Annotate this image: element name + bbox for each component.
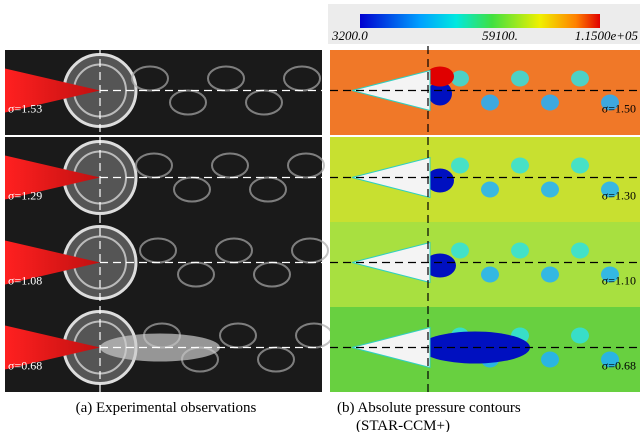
high-pressure: [426, 66, 454, 87]
colorbar-label: 3200.0: [331, 28, 368, 43]
pressure-blob: [541, 351, 559, 368]
caption: (STAR-CCM+): [356, 418, 450, 432]
wedge: [351, 326, 431, 369]
pressure-blob: [511, 242, 529, 259]
pressure-blob: [451, 157, 469, 174]
vortex: [287, 152, 325, 179]
pressure-blob: [571, 242, 589, 259]
sigma-label: σ=1.53: [8, 102, 42, 116]
sigma-label: σ=1.30: [602, 189, 636, 203]
pressure-blob: [601, 266, 619, 283]
pressure-blob: [541, 181, 559, 198]
sigma-label: σ=1.10: [602, 274, 636, 288]
pressure-blob: [541, 94, 559, 111]
sigma-label: σ=1.29: [8, 189, 42, 203]
vortex: [169, 89, 207, 116]
low-pressure: [426, 168, 454, 193]
pressure-blob: [481, 181, 499, 198]
vortex: [131, 65, 169, 92]
pressure-blob: [511, 70, 529, 87]
pressure-blob: [571, 70, 589, 87]
pressure-blob: [541, 266, 559, 283]
cone: [5, 325, 100, 370]
pressure-blob: [571, 327, 589, 344]
pressure-blob: [601, 94, 619, 111]
pressure-blob: [601, 181, 619, 198]
pressure-blob: [451, 242, 469, 259]
wedge: [351, 156, 431, 199]
caption: (a) Experimental observations: [76, 400, 257, 416]
sigma-label: σ=0.68: [8, 359, 42, 373]
vortex: [249, 176, 287, 203]
cone: [5, 155, 100, 200]
colorbar-label: 59100.: [482, 28, 518, 43]
pressure-blob: [481, 94, 499, 111]
pressure-blob: [571, 157, 589, 174]
colorbar: [360, 14, 600, 28]
sigma-label: σ=1.08: [8, 274, 42, 288]
cone: [5, 68, 100, 113]
pressure-blob: [511, 157, 529, 174]
colorbar-label: 1.1500e+05: [575, 28, 639, 43]
wedge: [351, 69, 431, 112]
vortex: [207, 65, 245, 92]
pressure-blob: [481, 266, 499, 283]
wedge: [351, 241, 431, 284]
sigma-label: σ=0.68: [602, 359, 636, 373]
panels: σ=1.53 σ=1.50 σ=1.29 σ=1.30 σ=1.08 σ=1.10 σ=0.…: [5, 46, 640, 395]
low-pressure: [424, 253, 456, 278]
pressure-blob: [451, 70, 469, 87]
caption: (b) Absolute pressure contours: [337, 400, 521, 416]
pressure-blob: [601, 351, 619, 368]
low-pressure: [428, 81, 452, 106]
sigma-label: σ=1.50: [602, 102, 636, 116]
cone: [5, 240, 100, 285]
